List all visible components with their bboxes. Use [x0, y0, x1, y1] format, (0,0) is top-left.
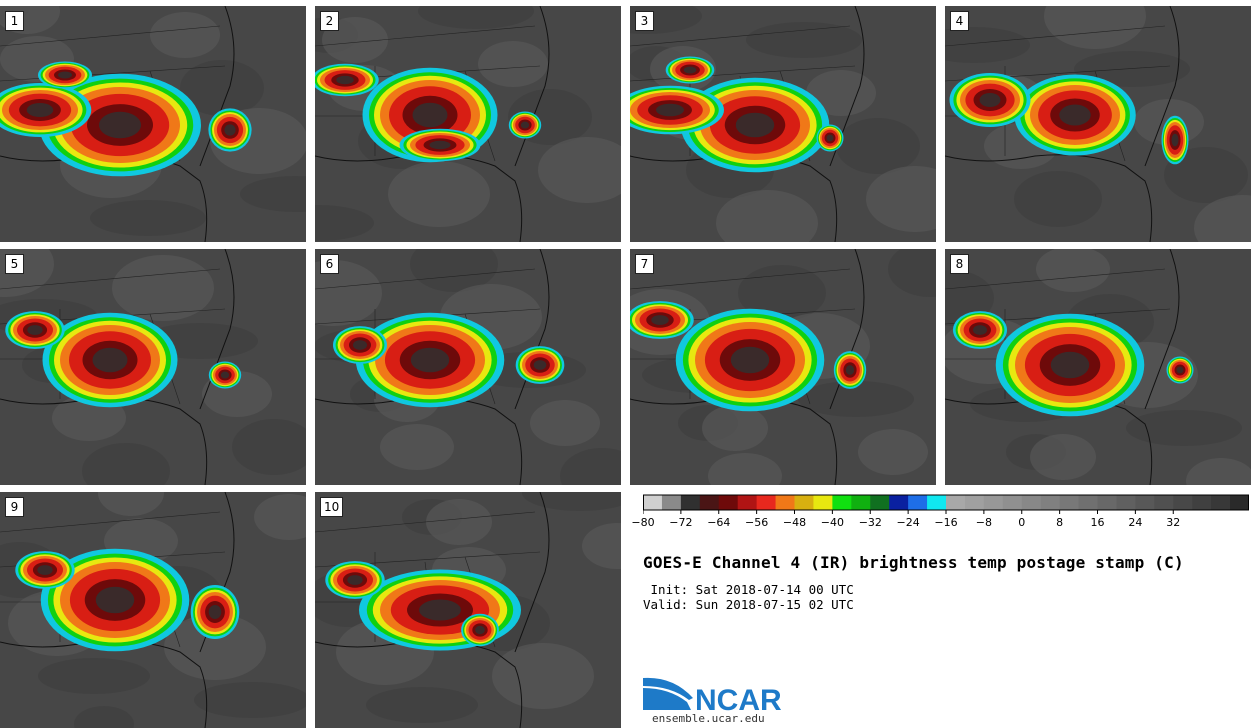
colorbar-tick-label: −40 [820, 516, 844, 529]
colorbar-swatch [1154, 495, 1174, 510]
panel-7: 7 [630, 249, 936, 485]
ncar-logo: NCAR [643, 677, 782, 714]
colorbar-tick-label: 16 [1090, 516, 1105, 529]
panel-number-label: 10 [320, 497, 344, 517]
colorbar-tick-label: −80 [631, 516, 655, 529]
colorbar-swatch [1021, 495, 1042, 510]
colorbar-swatch [737, 495, 758, 510]
panel-number-label: 6 [320, 254, 339, 274]
init-time: Init: Sat 2018-07-14 00 UTC [643, 582, 854, 597]
ir-map [315, 249, 621, 485]
colorbar-swatch [964, 495, 985, 510]
colorbar-tick-label: −48 [782, 516, 807, 529]
colorbar-tick-label: −8 [975, 516, 992, 529]
panel-number-label: 3 [635, 11, 654, 31]
colorbar-swatch [643, 495, 663, 510]
colorbar-swatch [813, 495, 833, 510]
panel-number-label: 2 [320, 11, 339, 31]
colorbar-swatch [1097, 495, 1117, 510]
ir-map [315, 492, 621, 728]
colorbar-swatch [1059, 495, 1080, 510]
colorbar-swatch [1173, 495, 1193, 510]
colorbar-tick-label: −32 [858, 516, 882, 529]
panel-number-label: 9 [5, 497, 24, 517]
colorbar-swatch [946, 495, 966, 510]
colorbar-swatch [718, 495, 739, 510]
panel-9: 9 [0, 492, 306, 728]
panel-number-label: 8 [950, 254, 969, 274]
colorbar-swatch [1211, 495, 1231, 510]
colorbar-tick-label: −24 [896, 516, 920, 529]
panel-1: 1 [0, 6, 306, 242]
colorbar-swatch [832, 495, 852, 510]
panel-4: 4 [945, 6, 1251, 242]
panel-10: 10 [315, 492, 621, 728]
colorbar-tick-label: 24 [1128, 516, 1143, 529]
ir-map [630, 6, 936, 242]
colorbar-tick-label: 8 [1056, 516, 1064, 529]
panel-2: 2 [315, 6, 621, 242]
panel-number-label: 7 [635, 254, 654, 274]
panel-number-label: 5 [5, 254, 24, 274]
panel-3: 3 [630, 6, 936, 242]
colorbar-swatch [680, 495, 701, 510]
colorbar-tick-label: −56 [744, 516, 769, 529]
valid-time: Valid: Sun 2018-07-15 02 UTC [643, 597, 854, 612]
colorbar-swatch [1002, 495, 1023, 510]
panel-number-label: 4 [950, 11, 969, 31]
panel-6: 6 [315, 249, 621, 485]
colorbar-swatch [1192, 495, 1212, 510]
colorbar-swatch [794, 495, 814, 510]
colorbar-swatch [1135, 495, 1155, 510]
colorbar-swatch [1230, 495, 1249, 510]
panel-8: 8 [945, 249, 1251, 485]
logo-swoosh [643, 677, 693, 710]
colorbar-tick-label: 0 [1018, 516, 1026, 529]
colorbar-swatch [908, 495, 928, 510]
ir-map [0, 492, 306, 728]
ir-map [945, 249, 1251, 485]
colorbar-swatch [1040, 495, 1061, 510]
colorbar-tick-label: 32 [1166, 516, 1181, 529]
ir-map [945, 6, 1251, 242]
colorbar-swatch [851, 495, 871, 510]
colorbar-swatch [889, 495, 909, 510]
colorbar-swatch [1078, 495, 1098, 510]
colorbar-swatch [983, 495, 1004, 510]
ir-map [0, 6, 306, 242]
ir-map [315, 6, 621, 242]
colorbar-swatch [870, 495, 890, 510]
logo-text: NCAR [695, 684, 782, 714]
colorbar [643, 494, 1249, 514]
colorbar-swatch [756, 495, 777, 510]
ir-map [0, 249, 306, 485]
colorbar-swatch [775, 495, 795, 510]
figure-title: GOES-E Channel 4 (IR) brightness temp po… [643, 553, 1184, 572]
logo-url: ensemble.ucar.edu [652, 712, 765, 725]
ir-map [630, 249, 936, 485]
panel-5: 5 [0, 249, 306, 485]
colorbar-tick-label: −72 [669, 516, 693, 529]
colorbar-tick-label: −16 [934, 516, 958, 529]
colorbar-swatch [1116, 495, 1136, 510]
colorbar-swatch [699, 495, 720, 510]
colorbar-tick-label: −64 [707, 516, 731, 529]
colorbar-swatch [661, 495, 682, 510]
colorbar-swatch [927, 495, 947, 510]
panel-number-label: 1 [5, 11, 24, 31]
